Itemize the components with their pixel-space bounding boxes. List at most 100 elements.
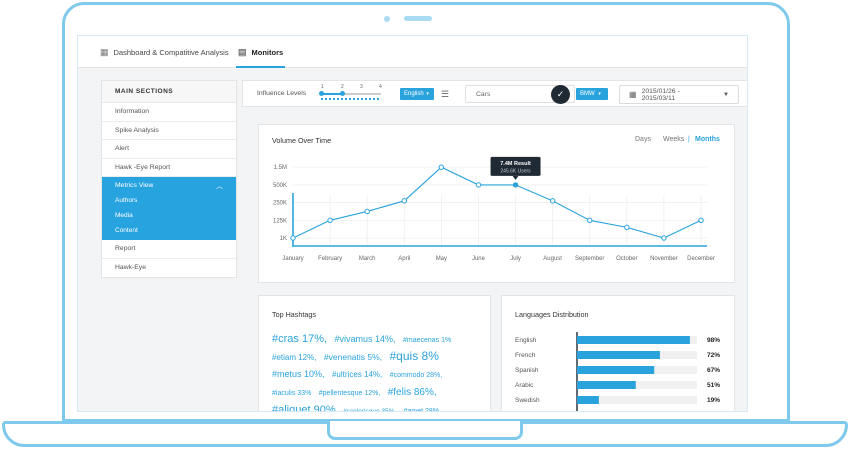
sidebar-item-hawk-eye-report[interactable]: Hawk -Eye Report <box>102 159 236 177</box>
date-range-picker[interactable]: ▦ 2015/01/26 - 2015/03/11 ▼ <box>619 85 739 104</box>
level-label: 1 <box>321 84 324 90</box>
data-point <box>327 217 333 224</box>
brand-value: BMW <box>580 91 595 97</box>
hashtag-item[interactable]: #vivamus 14%, <box>334 334 396 344</box>
data-point <box>438 164 445 170</box>
x-tick-label: March <box>359 256 376 262</box>
hashtags-card: Top Hashtags #cras 17%, #vivamus 14%, #m… <box>258 295 491 412</box>
level-label: 3 <box>360 84 363 90</box>
hashtag-item[interactable]: #metus 10%, <box>272 369 325 379</box>
check-icon[interactable]: ✓ <box>551 85 570 104</box>
sidebar-subitem-media[interactable]: Media <box>115 212 133 219</box>
toggle-days[interactable]: Days <box>635 136 651 143</box>
hashtag-item[interactable]: #venenatis 5%, <box>323 352 383 362</box>
tooltip-subtitle: 245.6K Users <box>500 168 531 174</box>
sidebar-item-metrics-view[interactable]: Metrics View ︿ <box>102 177 236 194</box>
category-label: Swedish <box>515 397 540 404</box>
data-point <box>698 217 704 224</box>
hashtag-item[interactable]: #pellentesque 12%, <box>318 390 381 397</box>
tab-monitors-label: Monitors <box>251 47 284 57</box>
sidebar-subitem-authors[interactable]: Authors <box>115 197 138 204</box>
data-point <box>364 208 370 215</box>
tab-monitors[interactable]: ▤ Monitors <box>235 36 286 68</box>
tab-dashboard-label: Dashboard & Compatitive Analysis <box>113 47 229 57</box>
sidebar-heading: MAIN SECTIONS <box>102 81 236 103</box>
x-tick-label: November <box>650 256 678 262</box>
menu-icon[interactable]: ☰ <box>440 89 450 99</box>
toggle-months[interactable]: Months <box>695 136 720 143</box>
language-select[interactable]: English ▾ <box>400 88 434 100</box>
x-tick-label: September <box>575 256 604 262</box>
hashtag-item[interactable]: #commodo 28%, <box>389 372 443 379</box>
languages-card: Languages Distribution English 98% French 7… <box>501 295 735 411</box>
influence-label: Influence Levels <box>257 90 307 97</box>
category-label: Spanish <box>515 367 539 374</box>
brand-select[interactable]: BMW ▾ <box>576 88 608 100</box>
hashtag-item[interactable]: #aliquet 90% <box>272 404 336 412</box>
y-tick-label: 1K <box>280 236 287 242</box>
hashtag-item[interactable]: #amet 28%, <box>403 408 441 412</box>
bar <box>577 351 660 359</box>
x-tick-label: August <box>543 256 562 262</box>
category-label: French <box>515 352 536 359</box>
caret-down-icon: ▼ <box>723 91 729 98</box>
data-point <box>661 235 667 241</box>
sidebar-subitem-content[interactable]: Content <box>115 227 138 234</box>
languages-title: Languages Distribution <box>515 310 589 319</box>
toggle-weeks[interactable]: Weeks <box>663 136 685 143</box>
influence-slider[interactable] <box>319 91 381 96</box>
sidebar-item-hawk-eye[interactable]: Hawk-Eye <box>115 263 146 271</box>
data-point <box>290 235 296 241</box>
hashtag-item[interactable]: #quis 8% <box>389 349 439 363</box>
volume-line-chart: 1K 125K 250K 500K 1.5M January February March Ap… <box>273 156 715 262</box>
sidebar-submenu: Authors Media Content <box>102 194 236 240</box>
bar-track <box>577 396 697 404</box>
x-tick-label: February <box>318 256 342 262</box>
hashtag-item[interactable]: #scelerisque 35%, <box>343 408 397 412</box>
tab-dashboard[interactable]: ▦ Dashboard & Compatitive Analysis <box>100 36 229 68</box>
slider-fill <box>321 93 342 95</box>
laptop-notch <box>327 421 523 440</box>
value-label: 19% <box>707 397 720 404</box>
value-label: 51% <box>707 382 720 389</box>
bar <box>577 396 599 404</box>
sidebar-item-label: Metrics View <box>115 182 154 189</box>
value-label: 98% <box>707 337 720 344</box>
bar-track <box>577 381 697 389</box>
hashtag-item[interactable]: #felis 86%, <box>387 387 437 398</box>
data-point <box>475 182 482 188</box>
x-tick-label: July <box>510 256 521 262</box>
hashtag-item[interactable]: #cras 17%, <box>272 333 328 345</box>
chevron-up-icon: ︿ <box>216 182 223 190</box>
bar <box>577 381 636 389</box>
data-point <box>624 224 630 231</box>
sidebar-item-alert[interactable]: Alert <box>102 140 236 159</box>
y-tick-label: 500K <box>273 183 287 189</box>
sidebar-item-report[interactable]: Report <box>102 240 236 259</box>
hashtag-item[interactable]: #maecenas 1% <box>402 337 452 344</box>
x-tick-label: May <box>436 256 447 262</box>
top-nav: ▦ Dashboard & Compatitive Analysis ▤ Mon… <box>78 36 747 68</box>
hashtag-item[interactable]: #etiam 12%, <box>272 353 317 362</box>
x-tick-label: October <box>616 256 637 262</box>
x-tick-label: April <box>398 256 410 262</box>
y-tick-label: 125K <box>273 218 287 224</box>
hashtag-cloud: #cras 17%, #vivamus 14%, #maecenas 1% #e… <box>272 330 484 412</box>
series-line <box>292 166 702 239</box>
level-label: 2 <box>341 84 344 90</box>
slider-handle-max[interactable] <box>340 91 345 96</box>
hashtag-item[interactable]: #iaculis 33% <box>272 390 312 397</box>
x-tick-label: June <box>472 256 486 262</box>
slider-handle-min[interactable] <box>319 91 324 96</box>
tooltip-arrow <box>512 175 519 180</box>
search-input[interactable]: Cars <box>465 85 575 103</box>
data-point <box>587 217 593 224</box>
hashtag-item[interactable]: #ultrices 14%, <box>331 370 383 379</box>
caret-down-icon: ▾ <box>426 91 429 97</box>
bar <box>577 336 690 344</box>
x-tick-label: January <box>282 256 303 262</box>
sidebar-item-information[interactable]: Information <box>102 103 236 122</box>
toggle-separator: | <box>688 136 690 143</box>
sidebar-item-spike-analysis[interactable]: Spike Analysis <box>102 122 236 140</box>
